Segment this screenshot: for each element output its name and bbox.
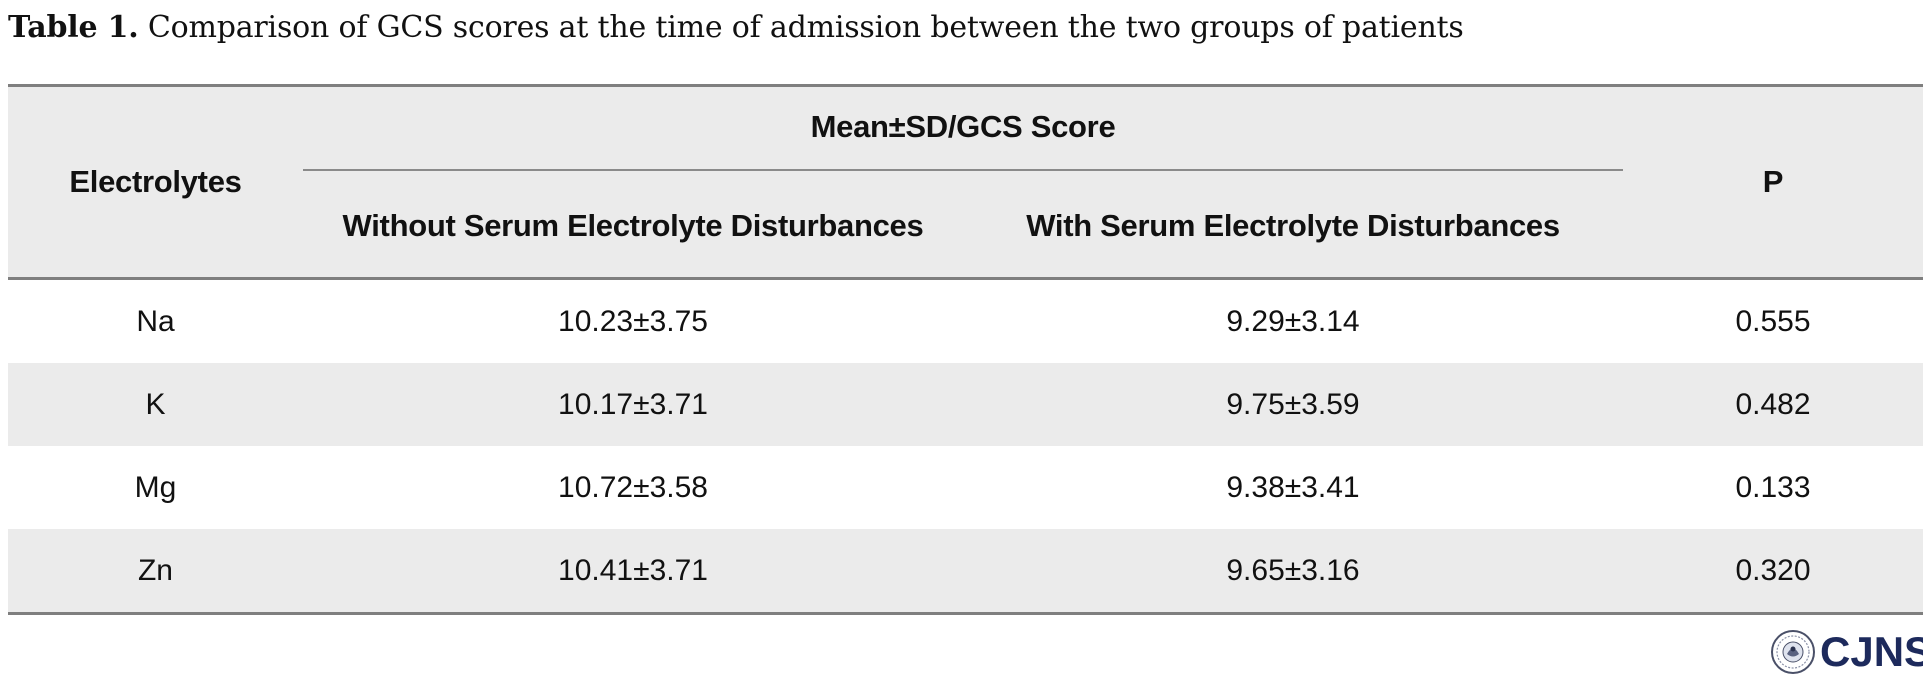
table-caption-text: Comparison of GCS scores at the time of …	[147, 10, 1464, 45]
cell-with: 9.29±3.14	[1226, 304, 1360, 338]
cell-without: 10.23±3.75	[558, 304, 708, 338]
cell-electrolyte: Mg	[134, 470, 177, 504]
header-group-mean-sd: Mean±SD/GCS Score	[810, 109, 1116, 144]
cell-without: 10.17±3.71	[558, 387, 708, 421]
table-caption-label: Table 1.	[8, 10, 139, 45]
cell-p: 0.133	[1735, 470, 1811, 504]
cell-p: 0.555	[1735, 304, 1811, 338]
cell-electrolyte: Zn	[137, 553, 173, 587]
journal-logo: CJNS	[1770, 628, 1923, 676]
cell-without: 10.72±3.58	[558, 470, 708, 504]
cell-with: 9.75±3.59	[1226, 387, 1360, 421]
header-electrolytes: Electrolytes	[69, 164, 242, 199]
cell-with: 9.38±3.41	[1226, 470, 1360, 504]
cell-electrolyte: Na	[136, 304, 175, 338]
cell-with: 9.65±3.16	[1226, 553, 1360, 587]
table-body: Na 10.23±3.75 9.29±3.14 0.555 K 10.17±3.…	[8, 280, 1923, 612]
header-without-disturbances: Without Serum Electrolyte Disturbances	[342, 208, 924, 243]
table-top-rule	[8, 84, 1923, 87]
cell-without: 10.41±3.71	[558, 553, 708, 587]
table-header-rule	[8, 277, 1923, 280]
table-row: Zn 10.41±3.71 9.65±3.16 0.320	[8, 529, 1923, 612]
journal-seal-icon	[1771, 630, 1815, 674]
table-row: Mg 10.72±3.58 9.38±3.41 0.133	[8, 446, 1923, 529]
cell-p: 0.320	[1735, 553, 1811, 587]
table-bottom-rule	[8, 612, 1923, 615]
cell-electrolyte: K	[145, 387, 166, 421]
header-p-value: P	[1762, 164, 1784, 199]
table-header: Electrolytes Mean±SD/GCS Score Without S…	[8, 87, 1923, 277]
cell-p: 0.482	[1735, 387, 1811, 421]
table-row: Na 10.23±3.75 9.29±3.14 0.555	[8, 280, 1923, 363]
journal-brand: CJNS	[1820, 628, 1923, 675]
table-caption: Table 1. Comparison of GCS scores at the…	[8, 10, 1464, 45]
header-group-rule	[303, 169, 1623, 171]
header-with-disturbances: With Serum Electrolyte Disturbances	[1026, 208, 1560, 243]
table-row: K 10.17±3.71 9.75±3.59 0.482	[8, 363, 1923, 446]
